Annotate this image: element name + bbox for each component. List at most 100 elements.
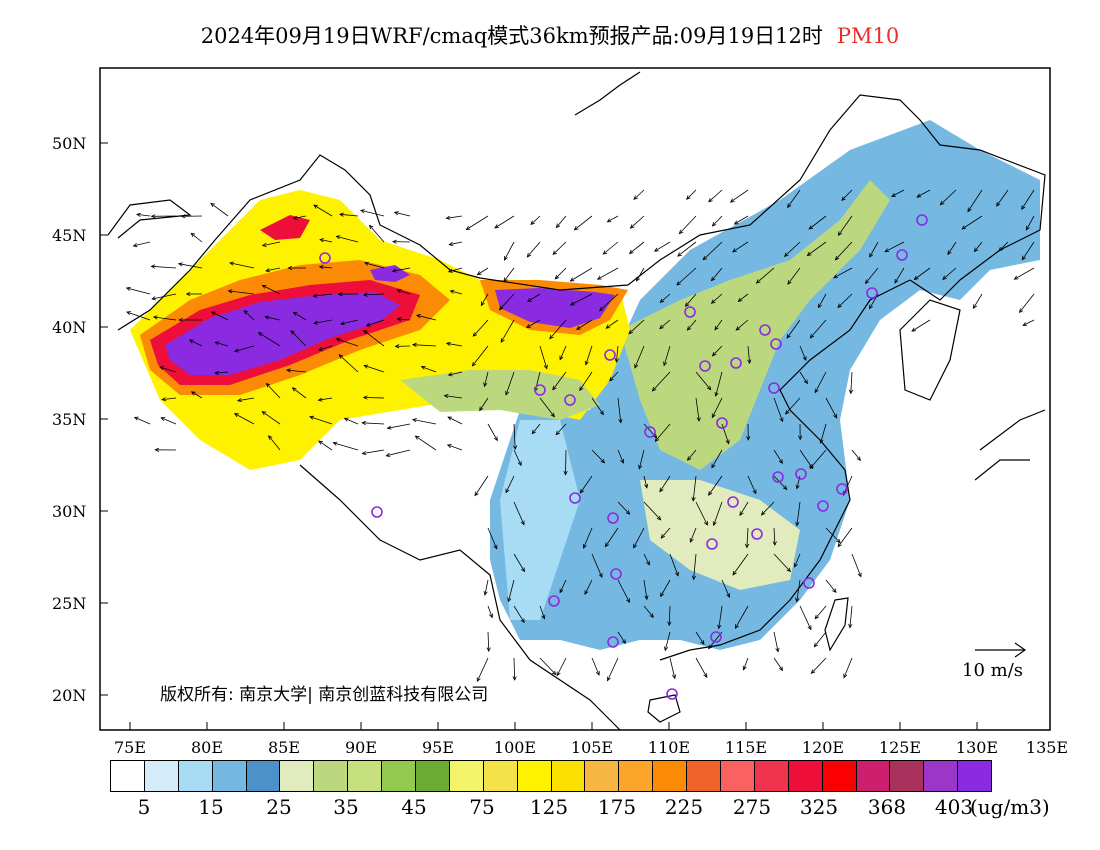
- x-tick-label: 90E: [344, 738, 378, 757]
- wind-arrow-head: [660, 534, 666, 539]
- wind-arrow: [126, 287, 151, 295]
- wind-arrow: [513, 657, 516, 681]
- wind-arrow-head: [837, 303, 842, 309]
- wind-arrow: [570, 293, 593, 306]
- wind-arrow-head: [717, 624, 722, 630]
- wind-arrow: [363, 293, 385, 296]
- wind-arrow: [643, 605, 654, 618]
- wind-arrow-head: [998, 246, 1004, 252]
- wind-arrow: [838, 215, 853, 236]
- wind-arrow-head: [446, 444, 452, 449]
- wind-arrow: [477, 267, 489, 275]
- wind-arrow-head: [833, 413, 838, 419]
- wind-arrow-head: [503, 277, 508, 283]
- station-marker: [836, 483, 848, 495]
- y-tick-label: 25N: [52, 594, 87, 613]
- wind-arrow-head: [552, 250, 558, 256]
- wind-arrow-head: [961, 225, 967, 230]
- wind-arrow: [818, 293, 827, 308]
- wind-arrow: [466, 215, 489, 230]
- wind-arrow: [695, 397, 700, 422]
- wind-arrow: [773, 397, 783, 422]
- wind-arrow: [415, 435, 437, 451]
- wind-arrow: [851, 553, 862, 577]
- wind-arrow-head: [734, 624, 739, 629]
- colorbar-swatch: [280, 761, 315, 791]
- wind-arrow-head: [126, 311, 131, 316]
- station-marker: [916, 214, 928, 226]
- wind-arrow-head: [188, 339, 194, 344]
- wind-arrow: [556, 657, 567, 676]
- wind-arrow-head: [620, 458, 624, 464]
- station-marker: [751, 528, 763, 540]
- wind-arrow: [761, 501, 775, 516]
- wind-arrow-head: [133, 416, 139, 421]
- wind-arrow: [585, 345, 593, 365]
- wind-arrow: [484, 371, 489, 387]
- wind-arrow-head: [894, 278, 899, 284]
- station-marker: [371, 506, 383, 518]
- wind-arrow-head: [261, 284, 267, 289]
- wind-arrow-head: [711, 351, 717, 357]
- wind-arrow: [786, 319, 801, 339]
- wind-arrow-head: [332, 441, 338, 446]
- wind-arrow: [258, 332, 281, 347]
- wind-arrow: [996, 189, 1009, 207]
- wind-arrow-head: [527, 297, 532, 302]
- wind-arrow-head: [684, 302, 690, 307]
- wind-arrow-head: [784, 409, 790, 415]
- wind-arrow: [735, 605, 749, 629]
- wind-arrow-head: [806, 251, 812, 257]
- wind-arrow: [494, 215, 515, 229]
- field-east-lightblue: [500, 420, 580, 620]
- wind-arrow-head: [512, 676, 517, 681]
- wind-arrow-head: [507, 597, 512, 603]
- wind-arrow: [638, 449, 645, 469]
- wind-arrow-head: [967, 207, 972, 213]
- y-tick-label: 40N: [52, 318, 87, 337]
- wind-arrow: [369, 225, 385, 243]
- wind-arrow-head: [531, 429, 536, 435]
- wind-arrow-head: [526, 252, 532, 258]
- wind-arrow: [513, 423, 516, 450]
- x-tick-label: 80E: [190, 738, 224, 757]
- wind-arrow: [505, 475, 515, 493]
- wind-arrow: [702, 241, 723, 261]
- title-main: 2024年09月19日WRF/cmaq模式36km预报产品:09月19日12时: [200, 24, 823, 48]
- wind-arrow: [773, 657, 783, 671]
- wind-arrow-head: [677, 252, 682, 257]
- wind-arrow-head: [313, 320, 318, 325]
- wind-arrow: [660, 293, 671, 303]
- wind-arrow-head: [498, 305, 504, 311]
- wind-arrow-head: [607, 676, 611, 682]
- wind-arrow: [773, 449, 783, 464]
- wind-arrow-head: [549, 334, 554, 340]
- wind-arrow: [313, 319, 333, 324]
- wind-arrow-head: [710, 276, 716, 282]
- wind-arrow: [293, 311, 307, 321]
- wind-arrow: [487, 423, 498, 441]
- wind-arrow-head: [942, 275, 947, 280]
- wind-arrow-head: [520, 520, 525, 526]
- wind-arrow-head: [520, 618, 525, 624]
- wind-arrow: [552, 241, 567, 255]
- wind-arrow: [549, 319, 567, 339]
- wind-arrow: [686, 189, 697, 200]
- wind-arrow: [973, 293, 983, 309]
- wind-arrow-head: [819, 438, 824, 444]
- wind-arrow-head: [559, 588, 564, 594]
- wind-arrow-head: [1018, 308, 1024, 314]
- wind-arrow-head: [645, 560, 650, 566]
- colorbar-label: 75: [469, 795, 495, 819]
- wind-arrow-head: [396, 317, 402, 322]
- wind-arrow-head: [833, 274, 838, 279]
- wind-scale-arrow: [975, 642, 1027, 658]
- wind-arrow: [914, 267, 931, 280]
- wind-arrow: [397, 289, 411, 295]
- wind-arrow-head: [552, 385, 557, 391]
- colorbar-swatch: [178, 761, 213, 791]
- station-marker: [795, 468, 807, 480]
- wind-arrow-head: [445, 341, 451, 347]
- colorbar-label: 15: [198, 795, 224, 819]
- wind-arrow-head: [803, 379, 808, 385]
